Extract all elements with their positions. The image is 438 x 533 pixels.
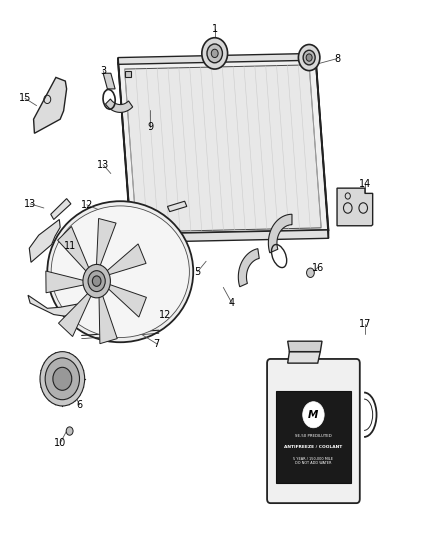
Polygon shape (118, 58, 131, 243)
Circle shape (307, 268, 314, 278)
Polygon shape (29, 220, 60, 262)
Circle shape (45, 358, 80, 400)
Text: 10: 10 (54, 438, 66, 448)
Text: 4: 4 (229, 298, 235, 308)
Text: 17: 17 (359, 319, 371, 329)
Circle shape (306, 54, 312, 61)
Polygon shape (103, 73, 115, 89)
Polygon shape (106, 244, 146, 275)
Text: 12: 12 (81, 200, 93, 210)
Circle shape (66, 427, 73, 435)
Text: 3: 3 (100, 66, 106, 76)
Polygon shape (99, 295, 117, 344)
Text: 6: 6 (77, 400, 82, 410)
Polygon shape (46, 271, 84, 293)
Text: 8: 8 (334, 54, 340, 63)
Text: 5: 5 (194, 266, 201, 277)
Polygon shape (118, 59, 328, 234)
Polygon shape (315, 53, 328, 238)
Polygon shape (124, 65, 321, 232)
Polygon shape (28, 295, 79, 316)
Polygon shape (51, 199, 71, 220)
Text: ANTIFREEZE / COOLANT: ANTIFREEZE / COOLANT (284, 446, 343, 449)
Text: 11: 11 (64, 240, 76, 251)
Circle shape (53, 367, 72, 390)
Text: 14: 14 (359, 179, 371, 189)
Polygon shape (124, 71, 131, 77)
Polygon shape (238, 249, 259, 287)
Circle shape (211, 49, 218, 58)
Polygon shape (34, 77, 67, 133)
FancyBboxPatch shape (276, 391, 351, 483)
Text: M: M (308, 410, 318, 420)
Circle shape (92, 276, 101, 286)
Polygon shape (288, 341, 322, 352)
Text: 9: 9 (147, 122, 153, 132)
Polygon shape (96, 219, 116, 266)
Polygon shape (58, 227, 89, 271)
Circle shape (88, 271, 105, 292)
Ellipse shape (51, 206, 189, 337)
Text: 13: 13 (24, 199, 36, 209)
Polygon shape (118, 53, 315, 64)
Text: 16: 16 (311, 263, 324, 272)
FancyBboxPatch shape (267, 359, 360, 503)
Text: 7: 7 (154, 339, 160, 349)
Polygon shape (167, 201, 187, 212)
Polygon shape (131, 230, 328, 243)
Text: 1: 1 (212, 24, 218, 34)
Circle shape (83, 264, 110, 298)
Circle shape (303, 402, 324, 428)
Polygon shape (268, 214, 292, 253)
Ellipse shape (47, 201, 193, 342)
Circle shape (207, 44, 223, 63)
Text: 15: 15 (19, 93, 31, 103)
Circle shape (40, 352, 85, 406)
Polygon shape (59, 293, 91, 336)
Circle shape (298, 45, 320, 71)
Text: 12: 12 (159, 310, 172, 320)
Text: 13: 13 (97, 160, 109, 169)
Circle shape (202, 38, 228, 69)
Polygon shape (288, 352, 320, 363)
Polygon shape (108, 285, 146, 317)
Text: SE-50 PREDILUTED: SE-50 PREDILUTED (295, 434, 332, 439)
Polygon shape (337, 188, 373, 226)
Circle shape (303, 50, 315, 65)
Text: 5 YEAR / 150,000 MILE
DO NOT ADD WATER: 5 YEAR / 150,000 MILE DO NOT ADD WATER (293, 457, 333, 465)
Polygon shape (106, 99, 133, 112)
